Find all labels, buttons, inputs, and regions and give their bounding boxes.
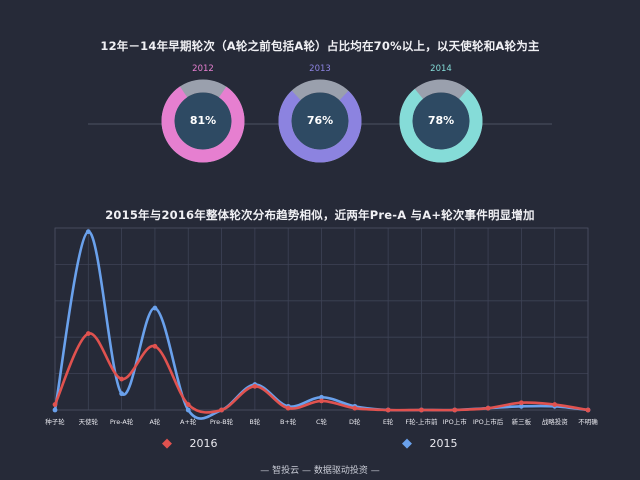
legend-label: 2016: [189, 437, 218, 450]
donut-year: 2012: [192, 64, 214, 74]
data-point-2016: [518, 400, 524, 406]
x-tick-label: E轮: [383, 417, 394, 426]
chart-grid: [54, 227, 589, 411]
data-point-2016: [552, 402, 558, 407]
x-tick-label: A+轮: [180, 417, 197, 426]
data-point-2016: [185, 402, 191, 407]
data-point-2016: [485, 405, 491, 411]
x-tick-label: IPO上市后: [473, 417, 504, 426]
x-tick-label: Pre-B轮: [210, 417, 234, 426]
donut-percent: 78%: [427, 114, 455, 127]
legend-marker-icon: ◆: [402, 436, 412, 451]
legend-label: 2015: [429, 437, 458, 450]
x-tick-label: 战略投资: [542, 417, 569, 426]
x-tick-label: Pre-A轮: [110, 417, 134, 426]
data-point-2016: [452, 407, 458, 413]
legend-2016: ◆ 2016: [162, 436, 218, 451]
data-point-2016: [319, 398, 324, 404]
x-tick-label: 天使轮: [79, 417, 99, 426]
donut-center: [412, 92, 470, 150]
data-point-2015: [119, 391, 125, 397]
donut-2013: 2013 76%: [275, 62, 365, 163]
data-point-2016: [285, 405, 291, 411]
data-point-2016: [385, 407, 391, 413]
donut-year: 2013: [309, 64, 331, 74]
top-title: 12年－14年早期轮次（A轮之前包括A轮）占比均在70%以上，以天使轮和A轮为主: [100, 39, 540, 53]
data-point-2015: [185, 407, 191, 413]
donut-ring: [399, 79, 483, 163]
data-point-2015: [319, 394, 324, 400]
x-tick-label: C轮: [316, 417, 328, 426]
x-tick-label: B轮: [249, 417, 260, 426]
data-point-2016: [585, 407, 591, 413]
donut-2012: 2012 81%: [158, 62, 248, 163]
legend-marker-icon: ◆: [162, 436, 172, 451]
data-point-2015: [52, 407, 58, 413]
x-tick-label: IPO上市: [443, 417, 467, 426]
data-point-2016: [119, 376, 125, 382]
x-tick-label: 新三板: [512, 417, 532, 426]
donut-percent: 76%: [306, 114, 334, 127]
chart-title: 2015年与2016年整体轮次分布趋势相似，近两年Pre-A 与A+轮次事件明显…: [105, 208, 535, 222]
data-point-2016: [52, 402, 58, 407]
x-tick-label: F轮-上市前: [405, 417, 438, 426]
donut-ring: [278, 79, 362, 163]
footer: — 智投云 — 数据驱动投资 —: [260, 466, 380, 476]
donut-2014: 2014 78%: [396, 62, 486, 163]
data-point-2016: [219, 407, 224, 413]
data-point-2015: [518, 403, 524, 409]
data-point-2016: [85, 331, 91, 336]
data-point-2015: [85, 229, 91, 235]
x-tick-label: D轮: [349, 417, 361, 426]
x-tick-label: A轮: [149, 417, 160, 426]
data-point-2016: [352, 405, 358, 411]
donut-percent: 81%: [189, 114, 217, 127]
donut-ring: [161, 79, 245, 163]
data-point-2016: [419, 407, 424, 413]
x-tick-label: 不明确: [578, 417, 598, 426]
donut-center: [291, 92, 349, 150]
series-line-2016: [53, 332, 590, 414]
data-point-2016: [252, 383, 258, 389]
x-tick-label: B+轮: [280, 417, 297, 426]
x-tick-label: 种子轮: [45, 417, 65, 426]
data-point-2015: [152, 305, 158, 311]
legend-2015: ◆ 2015: [402, 436, 458, 451]
data-point-2016: [152, 343, 158, 349]
donut-year: 2014: [430, 64, 452, 74]
donut-center: [174, 92, 232, 150]
donut-arc: [399, 79, 483, 163]
